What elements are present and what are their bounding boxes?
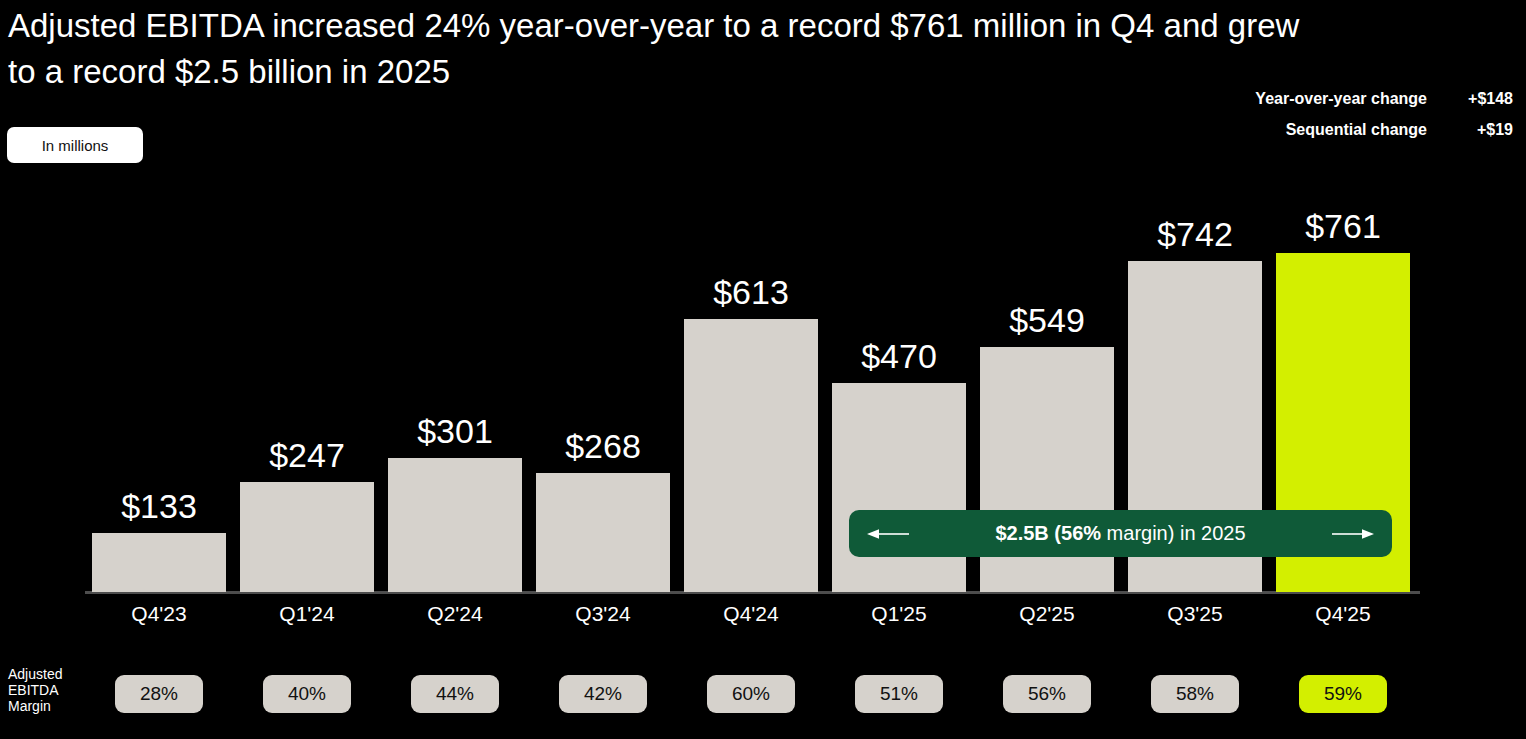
chart-bar [92, 533, 226, 592]
bar-value-label: $549 [980, 301, 1114, 341]
bar-value-label: $247 [240, 436, 374, 476]
bar-value-label: $613 [684, 273, 818, 313]
margin-pill: 58% [1151, 675, 1239, 713]
chart-bar [832, 383, 966, 592]
annual-total-bold: $2.5B (56% [995, 522, 1101, 544]
x-axis-label: Q4'25 [1276, 602, 1410, 626]
bar-value-label: $761 [1276, 207, 1410, 247]
bar-value-label: $268 [536, 427, 670, 467]
bar-value-label: $742 [1128, 215, 1262, 255]
x-axis-label: Q3'25 [1128, 602, 1262, 626]
bar-value-label: $470 [832, 337, 966, 377]
margin-pill: 44% [411, 675, 499, 713]
x-axis-label: Q4'23 [92, 602, 226, 626]
bar-value-label: $301 [388, 412, 522, 452]
x-axis-label: Q1'24 [240, 602, 374, 626]
annual-total-regular: margin) in 2025 [1101, 522, 1246, 544]
chart-bar [536, 473, 670, 592]
chart-bar [240, 482, 374, 592]
x-axis-label: Q2'24 [388, 602, 522, 626]
margin-pill: 56% [1003, 675, 1091, 713]
bar-chart: $2.5B (56% margin) in 2025 Adjusted EBIT… [0, 0, 1526, 739]
annual-total-annotation: $2.5B (56% margin) in 2025 [849, 510, 1392, 557]
right-arrow-icon [1332, 528, 1374, 540]
left-arrow-icon [867, 528, 909, 540]
x-axis-label: Q1'25 [832, 602, 966, 626]
chart-bar [684, 319, 818, 592]
bar-value-label: $133 [92, 487, 226, 527]
margin-pill: 40% [263, 675, 351, 713]
annual-total-text: $2.5B (56% margin) in 2025 [909, 522, 1332, 545]
margin-pill: 51% [855, 675, 943, 713]
x-axis-label: Q2'25 [980, 602, 1114, 626]
margin-pill: 60% [707, 675, 795, 713]
x-axis-label: Q4'24 [684, 602, 818, 626]
margin-pill: 28% [115, 675, 203, 713]
margin-pill: 59% [1299, 675, 1387, 713]
x-axis-label: Q3'24 [536, 602, 670, 626]
margin-row-label: Adjusted EBITDA Margin [8, 666, 84, 714]
margin-pill: 42% [559, 675, 647, 713]
chart-bar [388, 458, 522, 592]
